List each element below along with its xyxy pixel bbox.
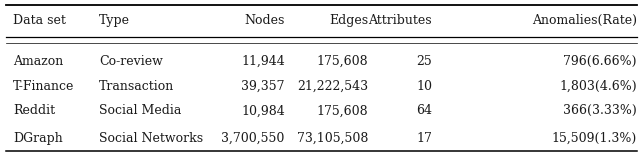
Text: Nodes: Nodes — [244, 14, 285, 26]
Text: Transaction: Transaction — [99, 80, 175, 93]
Text: T-Finance: T-Finance — [13, 80, 74, 93]
Text: 25: 25 — [416, 55, 432, 68]
Text: 10,984: 10,984 — [241, 104, 285, 117]
Text: Social Media: Social Media — [99, 104, 182, 117]
Text: 17: 17 — [416, 132, 432, 145]
Text: 1,803(4.6%): 1,803(4.6%) — [559, 80, 637, 93]
Text: 64: 64 — [416, 104, 432, 117]
Text: Social Networks: Social Networks — [99, 132, 204, 145]
Text: 10: 10 — [416, 80, 432, 93]
Text: 15,509(1.3%): 15,509(1.3%) — [552, 132, 637, 145]
Text: DGraph: DGraph — [13, 132, 63, 145]
Text: 366(3.33%): 366(3.33%) — [563, 104, 637, 117]
Text: Co-review: Co-review — [99, 55, 163, 68]
Text: 73,105,508: 73,105,508 — [296, 132, 368, 145]
Text: Amazon: Amazon — [13, 55, 63, 68]
Text: 39,357: 39,357 — [241, 80, 285, 93]
Text: 175,608: 175,608 — [316, 104, 368, 117]
Text: Edges: Edges — [329, 14, 368, 26]
Text: Anomalies(Rate): Anomalies(Rate) — [532, 14, 637, 26]
Text: 21,222,543: 21,222,543 — [297, 80, 368, 93]
Text: 796(6.66%): 796(6.66%) — [563, 55, 637, 68]
Text: Reddit: Reddit — [13, 104, 55, 117]
Text: Type: Type — [99, 14, 130, 26]
Text: Attributes: Attributes — [369, 14, 432, 26]
Text: 3,700,550: 3,700,550 — [221, 132, 285, 145]
Text: 175,608: 175,608 — [316, 55, 368, 68]
Text: 11,944: 11,944 — [241, 55, 285, 68]
Text: Data set: Data set — [13, 14, 66, 26]
